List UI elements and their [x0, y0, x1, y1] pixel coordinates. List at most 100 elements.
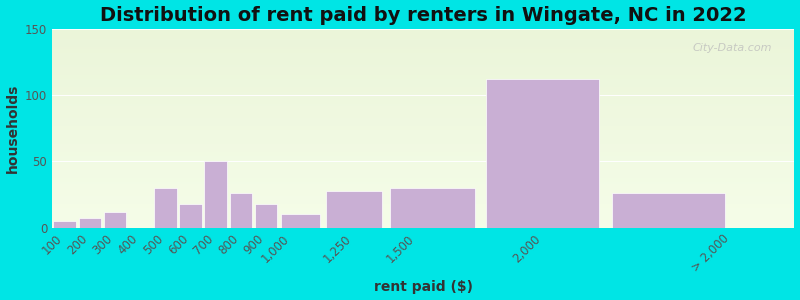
Bar [254, 204, 278, 228]
Bar [52, 130, 794, 132]
Bar [52, 152, 794, 154]
Bar [52, 88, 794, 91]
Bar [52, 160, 794, 162]
Bar [52, 196, 794, 198]
Bar [230, 193, 252, 228]
Bar [52, 202, 794, 204]
Bar [52, 140, 794, 142]
Bar [52, 190, 794, 192]
Bar [52, 59, 794, 61]
Bar [390, 188, 475, 228]
Bar [52, 29, 794, 31]
Bar [52, 208, 794, 210]
Bar [52, 150, 794, 152]
Bar [52, 224, 794, 226]
Bar [52, 210, 794, 212]
Bar [52, 192, 794, 194]
Bar [52, 104, 794, 106]
Bar [52, 79, 794, 81]
Bar [52, 67, 794, 69]
Bar [52, 70, 794, 73]
Bar [52, 112, 794, 114]
Bar [326, 190, 382, 228]
Bar [52, 184, 794, 186]
Bar [612, 193, 726, 228]
Bar [78, 218, 102, 228]
Bar [52, 63, 794, 65]
Bar [52, 148, 794, 150]
Bar [52, 94, 794, 97]
Bar [52, 186, 794, 188]
Bar [52, 200, 794, 202]
Bar [52, 82, 794, 85]
Bar [54, 221, 76, 228]
Bar [52, 69, 794, 70]
Bar [52, 37, 794, 39]
Bar [52, 51, 794, 53]
Bar [52, 124, 794, 126]
Bar [52, 154, 794, 156]
Bar [52, 35, 794, 37]
Bar [52, 61, 794, 63]
Bar [52, 174, 794, 176]
Bar [52, 55, 794, 57]
Bar [281, 214, 321, 228]
Bar [52, 142, 794, 144]
Bar [52, 31, 794, 33]
Bar [52, 91, 794, 92]
Bar [52, 180, 794, 182]
Bar [205, 161, 227, 228]
Bar [52, 102, 794, 104]
Bar [52, 106, 794, 108]
Y-axis label: households: households [6, 84, 19, 173]
Bar [52, 81, 794, 82]
Bar [52, 86, 794, 88]
Bar [52, 97, 794, 98]
Bar [52, 126, 794, 128]
Bar [52, 214, 794, 216]
Bar [52, 170, 794, 172]
Bar [52, 138, 794, 140]
Bar [154, 188, 177, 228]
Bar [52, 176, 794, 178]
Bar [52, 204, 794, 206]
Bar [52, 128, 794, 130]
Bar [52, 188, 794, 190]
Bar [52, 212, 794, 214]
Bar [52, 41, 794, 43]
Bar [52, 57, 794, 59]
Bar [52, 118, 794, 120]
Bar [486, 79, 599, 228]
Bar [52, 134, 794, 136]
Bar [52, 100, 794, 102]
Bar [52, 85, 794, 86]
Bar [52, 114, 794, 116]
Bar [104, 212, 126, 228]
Bar [52, 120, 794, 122]
Bar [52, 146, 794, 148]
Bar [52, 178, 794, 180]
Bar [52, 198, 794, 200]
Bar [52, 116, 794, 118]
Bar [52, 33, 794, 35]
Bar [52, 73, 794, 75]
Bar [52, 162, 794, 164]
Bar [179, 204, 202, 228]
X-axis label: rent paid ($): rent paid ($) [374, 280, 473, 294]
Bar [52, 53, 794, 55]
Bar [52, 194, 794, 196]
Bar [52, 65, 794, 67]
Bar [52, 172, 794, 174]
Bar [52, 110, 794, 112]
Bar [52, 76, 794, 79]
Bar [52, 47, 794, 49]
Bar [52, 222, 794, 224]
Bar [52, 156, 794, 158]
Bar [52, 168, 794, 170]
Bar [52, 49, 794, 51]
Bar [52, 43, 794, 45]
Bar [52, 39, 794, 41]
Bar [52, 45, 794, 47]
Bar [52, 220, 794, 222]
Bar [52, 75, 794, 76]
